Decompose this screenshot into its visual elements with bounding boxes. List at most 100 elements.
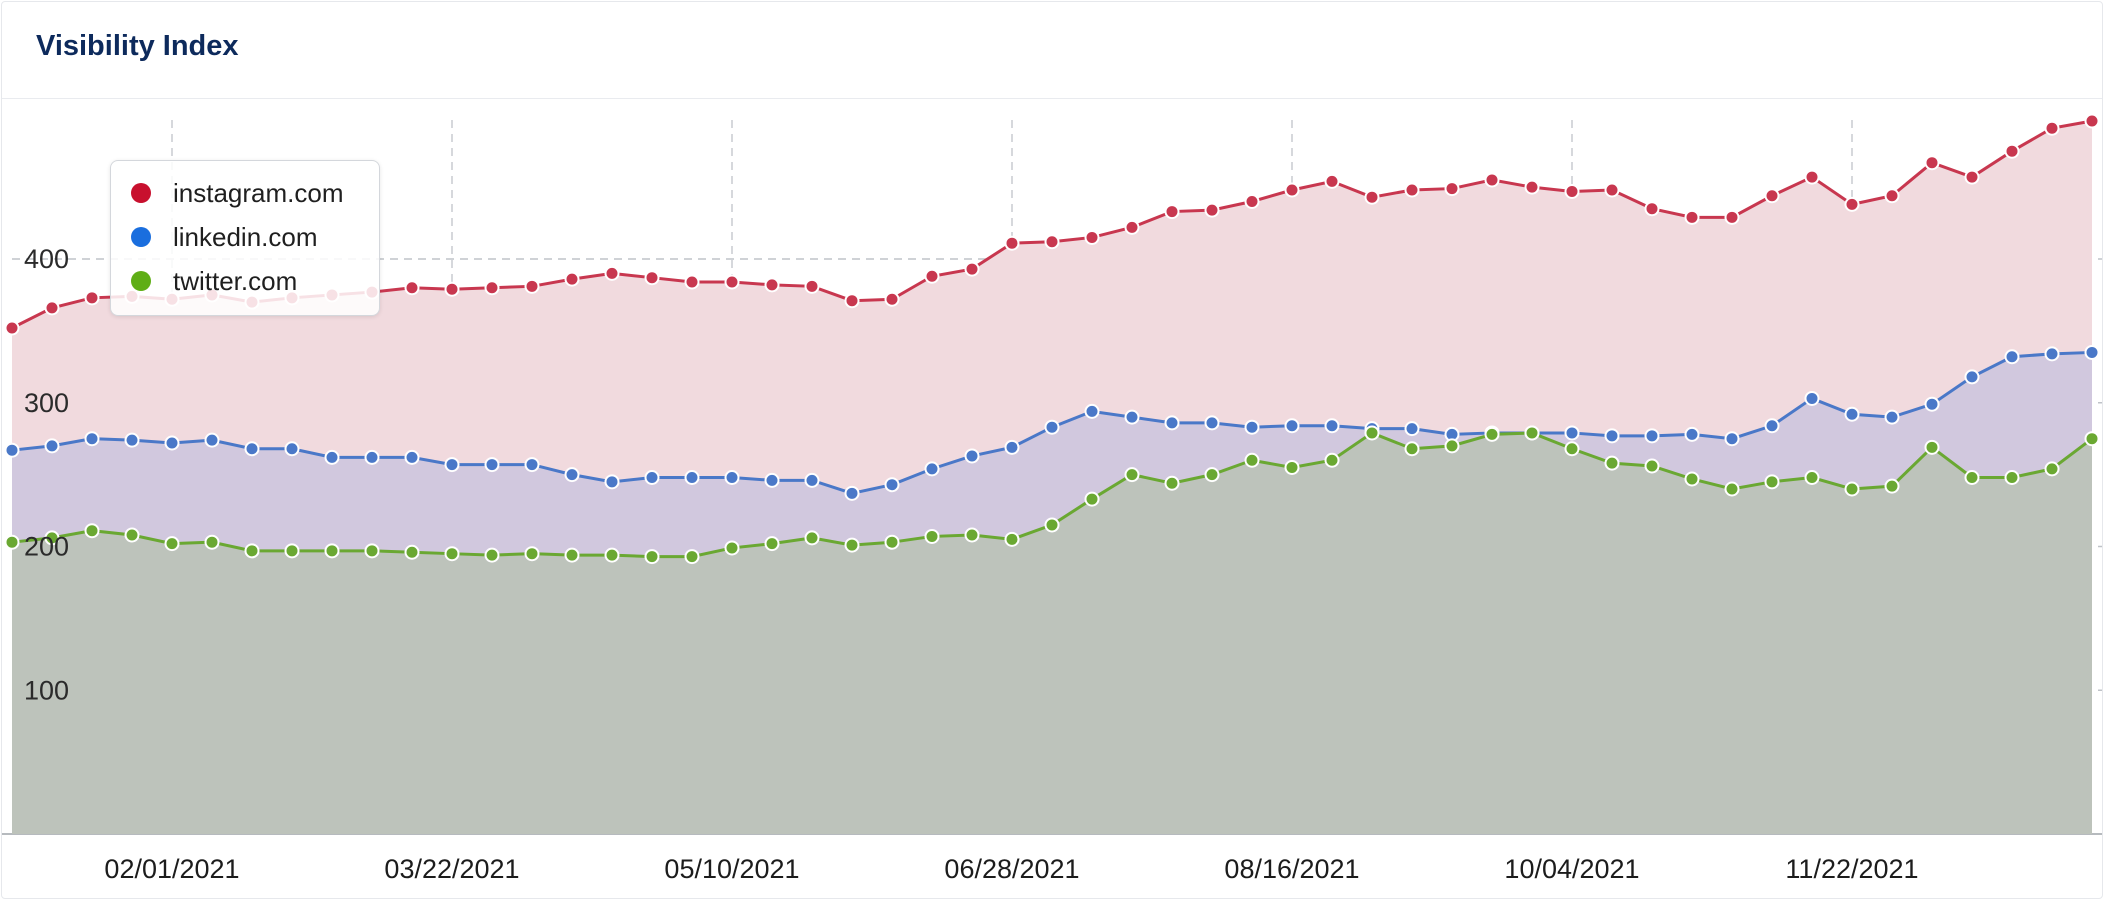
card-header: Visibility Index: [2, 2, 2102, 99]
data-point: [1604, 428, 1620, 444]
x-tick-label: 08/16/2021: [1224, 854, 1359, 884]
data-point: [1164, 475, 1180, 491]
data-point: [844, 485, 860, 501]
x-tick-label: 05/10/2021: [664, 854, 799, 884]
data-point: [1524, 425, 1540, 441]
data-point: [684, 549, 700, 565]
data-point: [1604, 182, 1620, 198]
data-point: [1564, 441, 1580, 457]
data-point: [1964, 470, 1980, 485]
data-point: [564, 467, 580, 483]
data-point: [1324, 418, 1340, 434]
data-point: [924, 268, 940, 284]
data-point: [1684, 209, 1700, 225]
data-point: [1244, 194, 1260, 209]
data-point: [364, 449, 380, 465]
legend-item-linkedin[interactable]: linkedin.com: [131, 219, 318, 255]
legend-dot-icon: [131, 227, 151, 247]
data-point: [2084, 344, 2100, 360]
data-point: [724, 470, 740, 485]
data-point: [804, 278, 820, 294]
data-point: [1804, 390, 1820, 406]
data-point: [1684, 426, 1700, 442]
legend-label: linkedin.com: [173, 221, 318, 252]
data-point: [1244, 419, 1260, 435]
data-point: [84, 523, 100, 539]
data-point: [1924, 439, 1940, 455]
data-point: [1204, 415, 1220, 431]
legend-item-instagram[interactable]: instagram.com: [131, 175, 344, 211]
data-point: [1124, 219, 1140, 235]
data-point: [1004, 235, 1020, 251]
data-point: [1364, 425, 1380, 441]
data-point: [1244, 452, 1260, 468]
data-point: [164, 435, 180, 451]
data-point: [404, 544, 420, 560]
data-point: [324, 543, 340, 559]
data-point: [1404, 421, 1420, 437]
data-point: [2084, 431, 2100, 447]
data-point: [1764, 418, 1780, 434]
data-point: [844, 537, 860, 553]
data-point: [324, 449, 340, 465]
data-point: [1804, 470, 1820, 485]
data-point: [1884, 188, 1900, 204]
data-point: [364, 543, 380, 559]
data-point: [1924, 155, 1940, 171]
y-tick-label: 100: [24, 675, 69, 705]
data-point: [4, 320, 20, 336]
data-point: [524, 457, 540, 473]
data-point: [524, 546, 540, 562]
data-point: [1044, 517, 1060, 533]
data-point: [4, 534, 20, 550]
data-point: [2084, 113, 2100, 129]
data-point: [1524, 179, 1540, 195]
data-point: [644, 549, 660, 565]
data-point: [84, 290, 100, 306]
data-point: [1164, 415, 1180, 431]
data-point: [604, 547, 620, 563]
data-point: [1324, 173, 1340, 189]
data-point: [1844, 481, 1860, 497]
data-point: [1844, 196, 1860, 212]
data-point: [44, 530, 60, 546]
data-point: [804, 530, 820, 546]
data-point: [604, 474, 620, 490]
data-point: [1084, 229, 1100, 245]
data-point: [204, 534, 220, 550]
series-area-2: [12, 432, 2092, 834]
legend-dot-icon: [131, 183, 151, 203]
data-point: [564, 271, 580, 287]
legend-label: twitter.com: [173, 265, 298, 296]
data-point: [1044, 234, 1060, 250]
data-point: [1644, 458, 1660, 474]
data-point: [604, 265, 620, 281]
data-point: [1484, 426, 1500, 442]
data-point: [2004, 470, 2020, 485]
data-point: [724, 274, 740, 290]
data-point: [1444, 438, 1460, 454]
data-point: [1724, 431, 1740, 447]
data-point: [1764, 474, 1780, 490]
data-point: [4, 442, 20, 458]
data-point: [164, 536, 180, 552]
legend-item-twitter[interactable]: twitter.com: [131, 263, 297, 299]
data-point: [1284, 182, 1300, 198]
data-point: [1564, 183, 1580, 199]
data-point: [1684, 471, 1700, 487]
data-point: [844, 293, 860, 309]
x-tick-label: 03/22/2021: [384, 854, 519, 884]
data-point: [964, 527, 980, 543]
data-point: [644, 270, 660, 286]
data-point: [1964, 369, 1980, 385]
data-point: [484, 280, 500, 296]
chart-legend: instagram.com linkedin.com twitter.com: [110, 160, 380, 316]
data-point: [1604, 455, 1620, 471]
data-point: [1404, 441, 1420, 457]
data-point: [1284, 418, 1300, 434]
data-point: [1284, 459, 1300, 475]
data-point: [1404, 182, 1420, 198]
y-tick-label: 300: [24, 388, 69, 418]
